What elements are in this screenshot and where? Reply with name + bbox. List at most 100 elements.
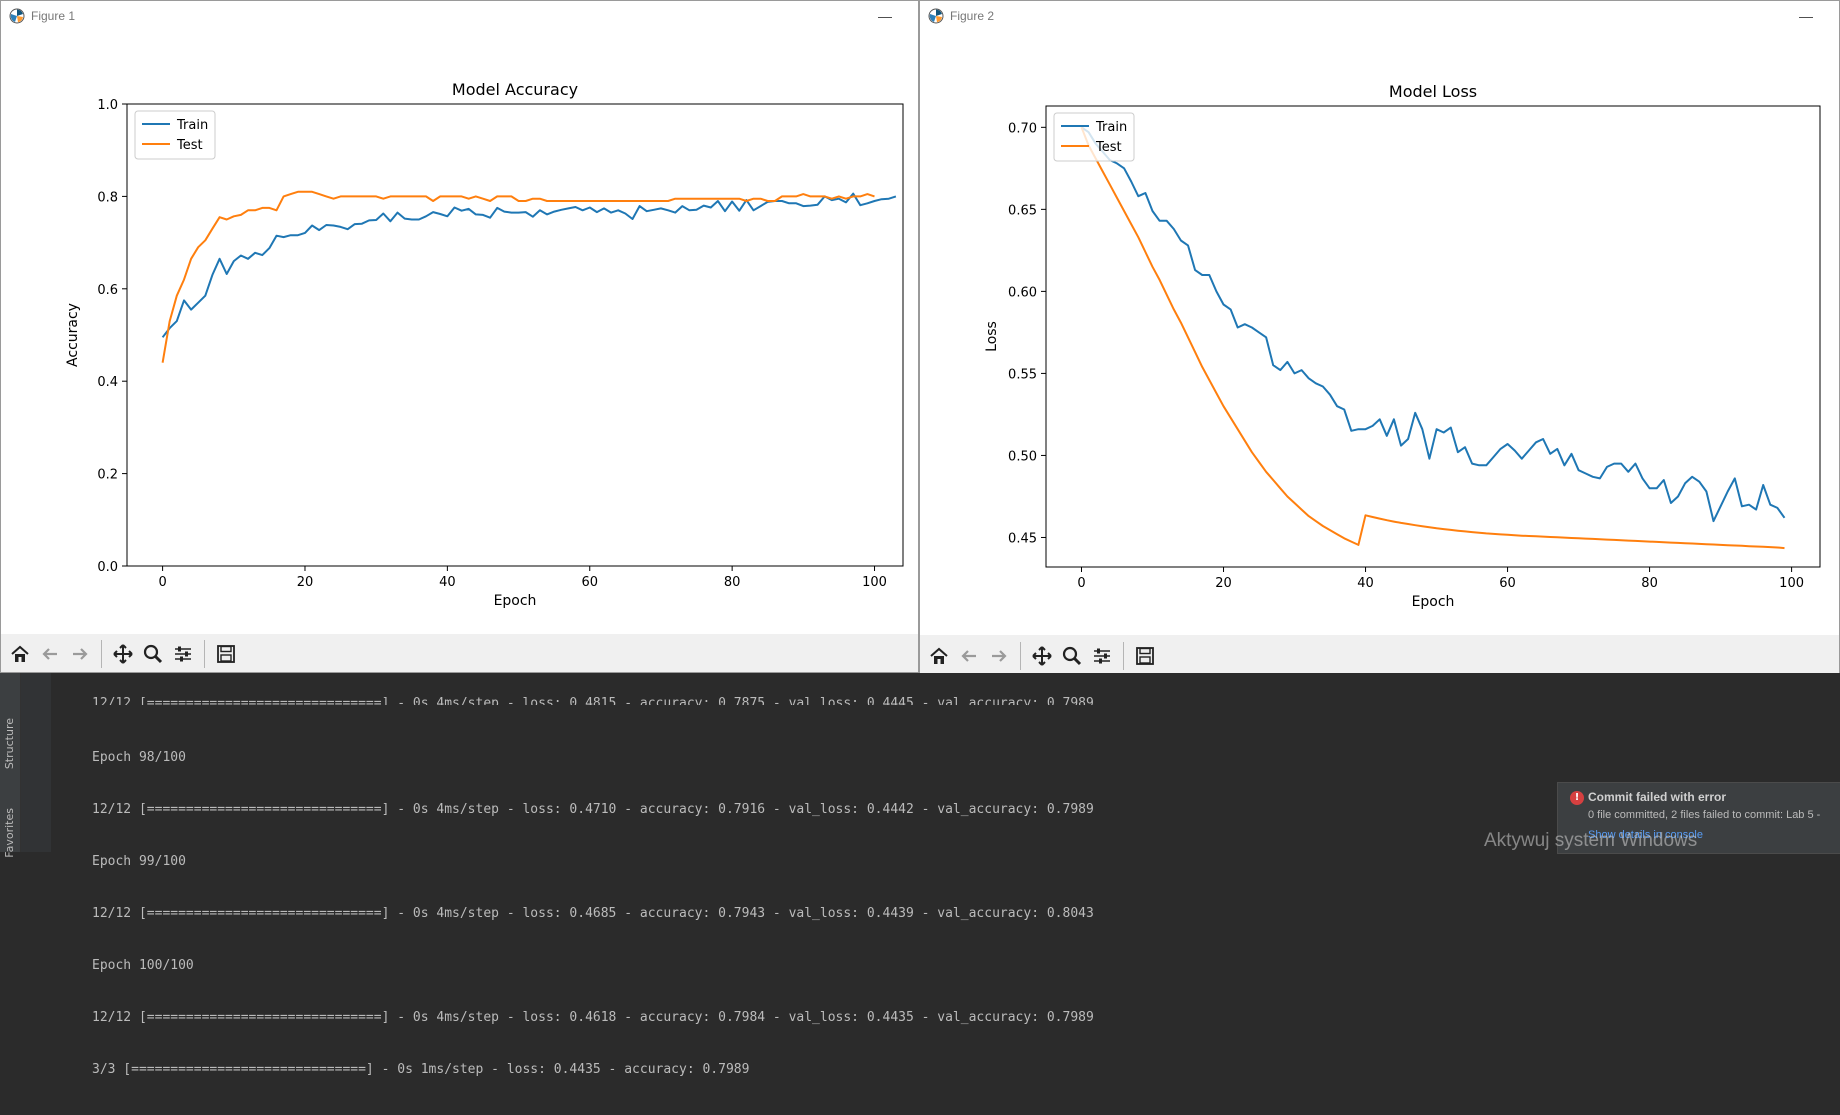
- x-tick-label: 40: [439, 575, 456, 590]
- chart-legend: Train Test: [134, 110, 216, 160]
- minimize-button[interactable]: —: [878, 8, 892, 24]
- series-line-test: [161, 190, 875, 363]
- tool-window-strip: Structure Favorites: [0, 673, 21, 858]
- chart-title: Model Accuracy: [452, 80, 578, 99]
- y-axis-label: Accuracy: [65, 303, 81, 367]
- y-tick-label: 0.50: [1008, 449, 1037, 464]
- legend-label-train: Train: [1095, 120, 1127, 135]
- configure-subplots-icon: [175, 646, 191, 662]
- save-button[interactable]: [212, 640, 240, 668]
- x-tick-label: 60: [581, 575, 598, 590]
- back-arrow-button[interactable]: [36, 640, 64, 668]
- home-button[interactable]: [925, 642, 953, 670]
- series-line-train: [1080, 126, 1786, 523]
- notification-body: 0 file committed, 2 files failed to comm…: [1588, 809, 1821, 821]
- console-line: 12/12 [==============================] -…: [92, 906, 1094, 921]
- forward-arrow-icon: [992, 649, 1007, 662]
- toolbar-separator: [204, 640, 205, 668]
- y-tick-label: 1.0: [97, 98, 118, 113]
- figure-2-window: Figure 2 — Model Loss 0 20 40 60 80 100 0.45 0.5…: [919, 0, 1840, 675]
- console-line: 12/12 [==============================] -…: [92, 697, 1094, 705]
- legend-label-train: Train: [176, 118, 208, 133]
- x-tick-label: 60: [1499, 576, 1516, 591]
- zoom-icon: [143, 644, 163, 664]
- y-tick-label: 0.6: [97, 283, 118, 298]
- forward-arrow-button[interactable]: [985, 642, 1013, 670]
- console-line: Epoch 98/100: [92, 750, 186, 765]
- console-line: Epoch 100/100: [92, 958, 194, 973]
- zoom-icon: [1062, 646, 1082, 665]
- toolbar-separator: [1123, 641, 1124, 670]
- back-arrow-icon: [961, 649, 976, 662]
- figure-2-toolbar: [920, 635, 1839, 674]
- notification-title: Commit failed with error: [1588, 790, 1727, 804]
- y-tick-label: 0.4: [97, 375, 118, 390]
- figure-2-title: Figure 2: [950, 9, 995, 23]
- favorites-tab[interactable]: Favorites: [3, 808, 16, 858]
- x-axis-label: Epoch: [494, 593, 537, 609]
- matplotlib-logo-icon: [9, 8, 25, 24]
- accuracy-chart: Model Accuracy 0 20 40 60 80 100 0.0 0.2 0.4 0.6 0.…: [65, 80, 904, 609]
- back-arrow-button[interactable]: [955, 642, 983, 670]
- console-output[interactable]: 12/12 [==============================] -…: [92, 673, 1094, 1115]
- structure-tab[interactable]: Structure: [3, 718, 16, 770]
- error-icon: !: [1570, 791, 1584, 805]
- configure-subplots-icon: [1094, 648, 1110, 663]
- chart-title: Model Loss: [1389, 82, 1477, 101]
- home-button[interactable]: [6, 640, 34, 668]
- x-tick-label: 100: [1779, 576, 1804, 591]
- console-line: Epoch 99/100: [92, 854, 186, 869]
- plot-frame: [126, 103, 904, 567]
- figure-1-titlebar[interactable]: Figure 1 —: [1, 1, 918, 31]
- x-tick-label: 100: [862, 575, 887, 590]
- pan-icon: [113, 644, 133, 664]
- save-button[interactable]: [1131, 642, 1159, 670]
- configure-subplots-button[interactable]: [1088, 642, 1116, 670]
- series-line-train: [161, 192, 897, 338]
- x-tick-label: 40: [1357, 576, 1374, 591]
- matplotlib-logo-icon: [928, 8, 944, 24]
- toolbar-separator: [101, 640, 102, 668]
- console-line: 3/3 [==============================] - 0…: [92, 1062, 750, 1077]
- y-tick-label: 0.8: [97, 190, 118, 205]
- console-line: 12/12 [==============================] -…: [92, 1010, 1094, 1025]
- save-icon: [1136, 646, 1154, 665]
- pan-button[interactable]: [109, 640, 137, 668]
- x-tick-label: 80: [1641, 576, 1658, 591]
- windows-activation-watermark: Aktywuj system Windows: [1484, 830, 1698, 851]
- console-line: 12/12 [==============================] -…: [92, 802, 1094, 817]
- commit-error-notification[interactable]: ! Commit failed with error 0 file commit…: [1557, 782, 1840, 854]
- series-line-test: [1080, 126, 1785, 550]
- y-tick-label: 0.2: [97, 468, 118, 483]
- pan-icon: [1032, 645, 1052, 666]
- forward-arrow-icon: [73, 648, 88, 660]
- plot-frame: [1045, 105, 1821, 568]
- loss-chart: Model Loss 0 20 40 60 80 100 0.45 0.50 0.55 0.60 0.…: [984, 82, 1821, 610]
- y-tick-label: 0.65: [1008, 203, 1037, 218]
- chart-legend: Train Test: [1053, 112, 1135, 162]
- x-tick-label: 0: [1077, 576, 1085, 591]
- figure-1-toolbar: [1, 634, 918, 672]
- x-tick-label: 0: [158, 575, 166, 590]
- y-tick-label: 0.55: [1008, 367, 1037, 382]
- legend-label-test: Test: [1095, 140, 1122, 155]
- figure-1-window: Figure 1 — Model Accuracy 0 20 40 60 80 100 0.0…: [0, 0, 919, 673]
- console-gutter: [21, 673, 51, 852]
- figure-2-titlebar[interactable]: Figure 2 —: [920, 1, 1839, 31]
- home-icon: [930, 647, 948, 664]
- back-arrow-icon: [42, 648, 57, 660]
- y-tick-label: 0.60: [1008, 285, 1037, 300]
- configure-subplots-button[interactable]: [169, 640, 197, 668]
- zoom-button[interactable]: [139, 640, 167, 668]
- home-icon: [11, 645, 29, 662]
- minimize-button[interactable]: —: [1799, 8, 1813, 24]
- show-details-link[interactable]: Show details in console: [1588, 829, 1703, 841]
- y-tick-label: 0.70: [1008, 121, 1037, 136]
- toolbar-separator: [1020, 641, 1021, 670]
- figure-1-title: Figure 1: [31, 9, 76, 23]
- forward-arrow-button[interactable]: [66, 640, 94, 668]
- x-tick-label: 80: [724, 575, 741, 590]
- pan-button[interactable]: [1028, 642, 1056, 670]
- zoom-button[interactable]: [1058, 642, 1086, 670]
- x-tick-label: 20: [297, 575, 314, 590]
